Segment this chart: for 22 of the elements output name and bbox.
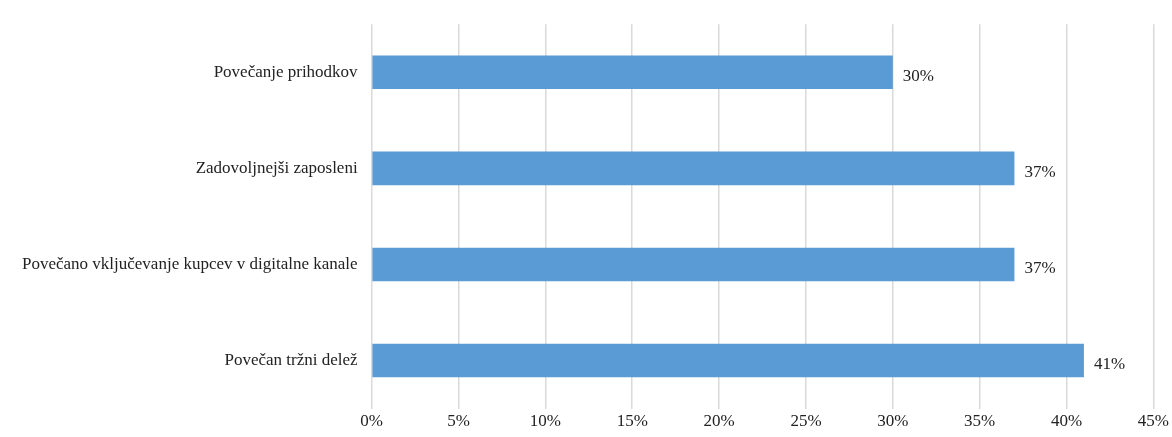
y-tick-label: Zadovoljnejši zaposleni	[195, 157, 358, 177]
data-label: 41%	[1093, 354, 1126, 374]
y-tick-label: Povečanje prihodkov	[213, 61, 359, 81]
y-tick-label: Povečan tržni delež	[224, 350, 359, 370]
y-tick-label: Povečano vključevanje kupcev v digitalne kanale	[21, 253, 358, 273]
bar	[372, 343, 1084, 378]
data-label: 37%	[1024, 257, 1056, 277]
x-tick-label: 35%	[964, 411, 996, 431]
x-tick-label: 20%	[703, 411, 735, 431]
data-label: 37%	[1024, 161, 1056, 181]
bar	[372, 55, 893, 90]
bar	[372, 151, 1015, 186]
x-tick-label: 5%	[447, 411, 470, 431]
bar	[372, 247, 1015, 282]
data-label: 30%	[902, 65, 934, 85]
x-tick-label: 45%	[1137, 411, 1170, 431]
x-tick-label: 25%	[790, 411, 822, 431]
x-tick-label: 0%	[360, 411, 383, 431]
x-tick-label: 10%	[529, 411, 561, 431]
x-tick-label: 40%	[1050, 411, 1083, 431]
x-tick-label: 30%	[877, 411, 909, 431]
x-tick-label: 15%	[616, 411, 648, 431]
